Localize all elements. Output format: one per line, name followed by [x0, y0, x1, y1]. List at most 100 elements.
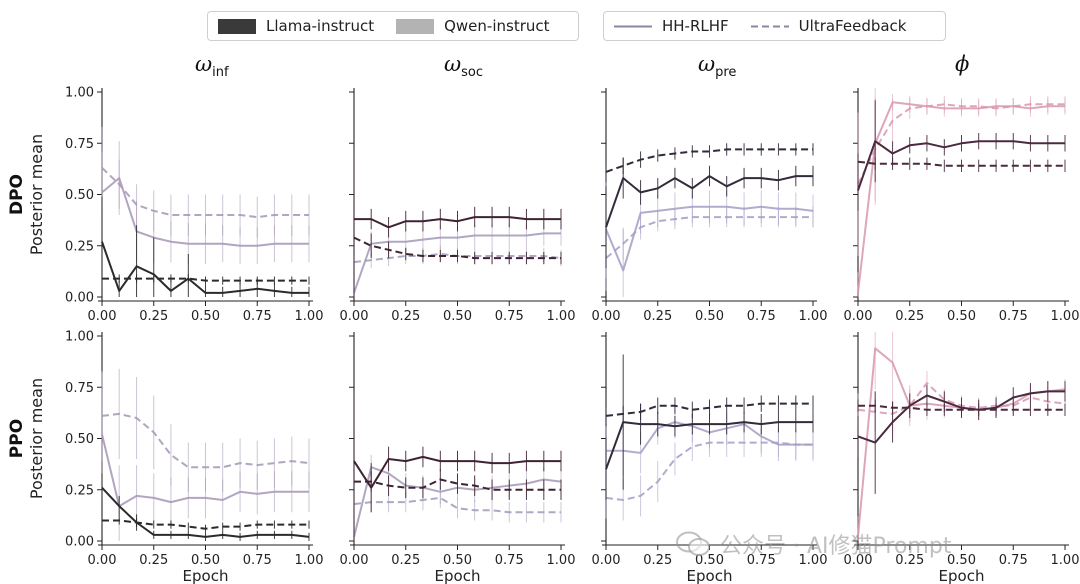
legend-swatch-llama — [218, 18, 256, 34]
column-title-soc: ωsoc — [444, 52, 483, 81]
x-tick-label: 0.00 — [844, 553, 873, 568]
series-line-qwen-ultrafeedback — [857, 103, 1065, 185]
x-tick-label: 0.75 — [747, 309, 776, 324]
watermark-text: 公众号 · AI修猫Prompt — [720, 534, 952, 559]
x-tick-label: 1.00 — [799, 309, 828, 324]
x-tick-label: 0.75 — [243, 553, 272, 568]
wechat-logo-icon — [676, 531, 710, 556]
series-line-llama-hh-rlhf — [353, 455, 561, 489]
x-tick-label: 0.50 — [191, 553, 220, 568]
panel-0-1: 0.00 0.25 0.50 0.75 1.00 — [340, 88, 576, 324]
x-tick-label: 1.00 — [547, 553, 576, 568]
legend-item-hh-rlhf: HH-RLHF — [614, 17, 729, 35]
series-line-llama-hh-rlhf — [605, 421, 813, 470]
y-tick-label: 0.25 — [65, 483, 94, 498]
x-tick-label: 0.50 — [191, 309, 220, 324]
series-line-llama-ultrafeedback — [102, 519, 309, 530]
series-line-llama-ultrafeedback — [353, 236, 561, 260]
series-line-qwen-ultrafeedback — [353, 496, 561, 514]
series-line-qwen-hh-rlhf — [101, 434, 309, 508]
legend-solid-line-icon — [614, 25, 652, 27]
series-line-qwen-ultrafeedback — [605, 216, 813, 259]
series-line-qwen-ultrafeedback — [605, 441, 813, 501]
row-label-posterior-mean: Posterior mean — [27, 134, 46, 255]
series-line-qwen-ultrafeedback — [101, 412, 310, 469]
series-line-llama-ultrafeedback — [605, 148, 813, 173]
x-tick-label: 1.00 — [1051, 553, 1080, 568]
row-label-posterior-mean: Posterior mean — [27, 378, 46, 499]
series-line-llama-hh-rlhf — [101, 241, 309, 294]
y-tick-label: 1.00 — [65, 86, 94, 101]
x-tick-label: 0.50 — [443, 309, 472, 324]
panel-0-2: 0.00 0.25 0.50 0.75 1.00 — [592, 88, 828, 324]
panel-1-2: 0.00 0.25 0.50 0.75 1.00 Epoch — [592, 332, 828, 584]
x-tick-label: 1.00 — [547, 309, 576, 324]
x-tick-label: 0.25 — [139, 309, 168, 324]
series-line-qwen-hh-rlhf — [857, 101, 1065, 294]
x-tick-label: 1.00 — [295, 553, 324, 568]
column-title-phi: ϕ — [955, 52, 970, 76]
y-tick-label: 0.75 — [65, 137, 94, 152]
legend-dashed-line-icon — [750, 25, 789, 27]
series-line-qwen-hh-rlhf — [857, 347, 1066, 537]
y-tick-label: 0.50 — [65, 432, 94, 447]
x-tick-label: 1.00 — [1051, 309, 1080, 324]
x-axis-label: Epoch — [939, 567, 985, 584]
series-line-llama-hh-rlhf — [857, 140, 1065, 191]
x-tick-label: 0.75 — [495, 553, 524, 568]
panel-0-0: 0.00 0.25 0.50 0.75 1.00 0.00 0.25 0.50 0.75 1.00 — [65, 86, 323, 325]
x-tick-label: 0.25 — [391, 553, 420, 568]
x-tick-label: 0.50 — [947, 309, 976, 324]
watermark: 公众号 · AI修猫Prompt — [676, 528, 951, 560]
x-axis-label: Epoch — [687, 567, 733, 584]
x-tick-label: 0.25 — [895, 309, 924, 324]
x-tick-label: 0.50 — [443, 553, 472, 568]
x-tick-label: 0.50 — [695, 309, 724, 324]
series-line-llama-ultrafeedback — [857, 160, 1065, 167]
x-tick-label: 0.75 — [999, 309, 1028, 324]
x-tick-label: 0.75 — [495, 309, 524, 324]
legend-item-qwen: Qwen-instruct — [396, 17, 550, 35]
column-title-pre: ωpre — [698, 52, 737, 81]
x-tick-label: 1.00 — [799, 553, 828, 568]
x-axis-label: Epoch — [183, 567, 229, 584]
legend-label-qwen: Qwen-instruct — [444, 17, 550, 35]
x-tick-label: 0.00 — [592, 309, 621, 324]
x-tick-label: 0.25 — [643, 553, 672, 568]
panel-1-0: 0.00 0.25 0.50 0.75 1.00 0.00 0.25 0.50 0.75 1.00… — [65, 330, 323, 584]
legend-item-llama: Llama-instruct — [218, 17, 374, 35]
series-line-llama-ultrafeedback — [102, 277, 309, 282]
x-tick-label: 0.75 — [999, 553, 1028, 568]
x-tick-label: 0.75 — [243, 309, 272, 324]
x-tick-label: 0.00 — [340, 553, 369, 568]
legend-swatch-qwen — [396, 18, 435, 34]
legend-label-ultrafeedback: UltraFeedback — [798, 17, 907, 35]
series-line-llama-ultrafeedback — [605, 402, 813, 417]
legend-models: Llama-instruct Qwen-instruct — [207, 11, 579, 41]
y-tick-label: 0.75 — [65, 381, 94, 396]
y-tick-label: 0.25 — [65, 239, 94, 254]
y-tick-label: 0.00 — [65, 535, 94, 550]
panel-0-3: 0.00 0.25 0.50 0.75 1.00 — [844, 87, 1080, 324]
legend-item-ultrafeedback: UltraFeedback — [750, 17, 907, 35]
x-tick-label: 0.00 — [88, 553, 117, 568]
x-tick-label: 0.00 — [592, 553, 621, 568]
x-tick-label: 0.75 — [747, 553, 776, 568]
y-tick-label: 0.00 — [65, 291, 94, 306]
x-tick-label: 0.00 — [88, 309, 117, 324]
series-line-qwen-ultrafeedback — [101, 167, 309, 219]
x-tick-label: 0.25 — [895, 553, 924, 568]
x-tick-label: 0.25 — [643, 309, 672, 324]
series-line-llama-ultrafeedback — [858, 404, 1065, 411]
column-title-inf: ωinf — [195, 52, 229, 81]
x-tick-label: 0.50 — [695, 553, 724, 568]
x-tick-label: 1.00 — [295, 309, 324, 324]
x-tick-label: 0.50 — [947, 553, 976, 568]
y-tick-label: 1.00 — [65, 330, 94, 345]
row-label-method: PPO — [7, 419, 27, 458]
series-line-llama-hh-rlhf — [605, 175, 813, 228]
series-line-llama-ultrafeedback — [354, 478, 561, 491]
x-tick-label: 0.00 — [844, 309, 873, 324]
row-label-method: DPO — [7, 174, 27, 215]
